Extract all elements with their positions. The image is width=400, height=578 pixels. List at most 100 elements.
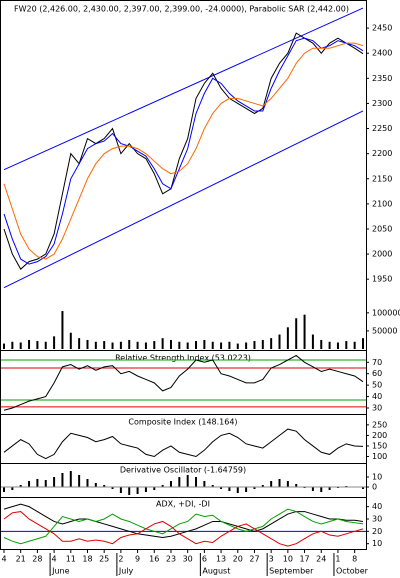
bar: [295, 484, 298, 487]
bar: [111, 342, 114, 349]
y-tick-label: 2300: [372, 99, 392, 108]
bar: [36, 341, 39, 349]
y-tick-label: 1950: [372, 275, 392, 284]
x-tick-label: 23: [166, 555, 176, 564]
bar: [136, 487, 139, 494]
bar: [69, 471, 72, 487]
bar: [220, 342, 223, 349]
bar: [303, 314, 306, 349]
y-tick-label: 50000: [372, 326, 397, 335]
x-tick-label: 10: [283, 555, 293, 564]
bar: [144, 342, 147, 349]
y-tick-label: 0: [372, 483, 377, 492]
month-label: September: [269, 567, 314, 576]
bar: [3, 487, 5, 492]
bar: [253, 487, 256, 489]
series-line: [3, 503, 364, 539]
bar: [203, 339, 206, 349]
bar: [178, 477, 181, 487]
y-tick-label: 2050: [372, 224, 392, 233]
y-tick-label: 50: [372, 381, 382, 390]
bar: [169, 481, 172, 487]
bar: [44, 341, 47, 349]
bar: [220, 487, 223, 489]
month-label: June: [51, 567, 69, 576]
bar: [94, 483, 97, 487]
y-tick-label: 100000: [372, 308, 400, 317]
bar: [61, 473, 64, 487]
y-tick-label: 40: [372, 392, 382, 401]
bar: [128, 339, 131, 349]
x-tick-label: 16: [149, 555, 159, 564]
bar: [211, 485, 214, 487]
series-line: [3, 354, 364, 411]
bar: [311, 334, 314, 349]
x-tick-label: 13: [216, 555, 226, 564]
x-tick-label: 27: [249, 555, 259, 564]
y-tick-label: 2250: [372, 124, 392, 133]
bar: [261, 339, 264, 349]
series-line: [3, 32, 364, 270]
bar: [136, 341, 139, 349]
x-tick-label: 30: [183, 555, 193, 564]
x-tick-label: 25: [99, 555, 109, 564]
bar: [236, 343, 239, 349]
x-tick-label: 6: [202, 555, 207, 564]
y-tick-label: 2450: [372, 24, 392, 33]
x-tick-label: 20: [233, 555, 243, 564]
bar: [195, 341, 198, 349]
x-tick-label: 18: [82, 555, 92, 564]
bar: [278, 479, 281, 487]
bar: [253, 341, 256, 349]
y-tick-label: 40: [372, 502, 382, 511]
bar: [53, 477, 56, 487]
y-tick-label: 250: [372, 420, 387, 429]
bar: [345, 341, 348, 349]
x-tick-label: 17: [299, 555, 309, 564]
series-line: [3, 508, 364, 545]
bar: [186, 475, 189, 487]
y-tick-label: 200: [372, 431, 387, 440]
bar: [144, 487, 147, 492]
bar: [153, 341, 156, 349]
panel-title: ADX, +DI, -DI: [156, 500, 210, 509]
bar: [311, 487, 314, 491]
bar: [261, 485, 264, 487]
bar: [119, 487, 122, 493]
bar: [228, 487, 231, 491]
series-line: [3, 37, 364, 265]
month-label: August: [202, 567, 230, 576]
y-tick-label: 70: [372, 358, 382, 367]
y-tick-label: 100: [372, 452, 387, 461]
bar: [245, 342, 248, 349]
y-tick-label: 2350: [372, 74, 392, 83]
bar: [36, 479, 39, 487]
x-tick-label: 28: [32, 555, 42, 564]
y-tick-label: 10: [372, 539, 382, 548]
bar: [228, 341, 231, 349]
bar: [11, 341, 14, 349]
bar: [186, 342, 189, 349]
x-tick-label: 21: [16, 555, 26, 564]
bar: [320, 339, 323, 349]
panel-title: Relative Strength Index (53.0223): [115, 354, 251, 363]
bar: [203, 481, 206, 487]
y-tick-label: 60: [372, 369, 382, 378]
y-tick-label: 20: [372, 527, 382, 536]
bar: [211, 341, 214, 349]
bar: [44, 480, 47, 487]
bar: [28, 481, 31, 487]
bar: [169, 339, 172, 349]
bar: [78, 338, 81, 349]
bar: [119, 341, 122, 349]
chart-title: FW20 (2,426.00, 2,430.00, 2,397.00, 2,39…: [14, 5, 349, 14]
bar: [28, 339, 31, 349]
bar: [19, 485, 22, 487]
y-tick-label: 2150: [372, 174, 392, 183]
bar: [86, 339, 89, 349]
bar: [111, 487, 114, 489]
x-tick-label: 1: [335, 555, 340, 564]
bar: [53, 336, 56, 349]
x-tick-label: 11: [66, 555, 76, 564]
